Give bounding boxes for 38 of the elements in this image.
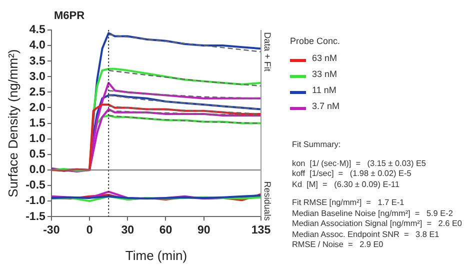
- y-tick-label: 1.0: [29, 133, 46, 146]
- x-axis-title: Time (min): [125, 248, 188, 263]
- y-axis-title: Surface Density (ng/mm²): [5, 49, 20, 198]
- y-tick-label: 3.0: [29, 70, 46, 83]
- x-tick-label: -30: [43, 224, 60, 237]
- text: Data + Fit: [262, 32, 273, 72]
- x-tick-label: 60: [159, 224, 172, 237]
- legend-label: 63 nM: [312, 53, 338, 63]
- y-tick-label: -1.0: [26, 195, 46, 208]
- legend-label: 33 nM: [312, 69, 338, 79]
- y-tick-label: 2.0: [29, 102, 46, 114]
- legend-label: 11 nM: [312, 85, 336, 95]
- text: Kd [M] = (6.30 ± 0.09) E-11: [292, 180, 400, 190]
- text: RMSE / Noise = 2.9 E0: [292, 240, 384, 250]
- y-tick-label: 4.0: [29, 40, 46, 52]
- y-tick-label: 4.5: [29, 24, 46, 36]
- legend-title: Probe Conc.: [290, 36, 340, 46]
- text: Median Baseline Noise [ng/mm²] = 5.9 E-2: [292, 208, 454, 219]
- text: Fit RMSE [ng/mm²] = 1.7 E-1: [292, 198, 406, 208]
- x-tick-label: 0: [86, 224, 93, 237]
- y-tick-label: 0.5: [29, 148, 46, 161]
- x-tick-label: 30: [121, 224, 134, 237]
- text: Median Association Signal [ng/mm²] = 2.6 E0: [292, 219, 462, 230]
- text: Fit Summary:: [292, 140, 342, 150]
- y-tick-label: 1.5: [29, 117, 46, 130]
- chart-title: M6PR: [54, 10, 85, 22]
- x-tick-label: 90: [197, 224, 210, 237]
- y-tick-label: 3.5: [29, 55, 46, 68]
- legend-label: 3.7 nM: [312, 101, 340, 111]
- y-tick-label: -0.5: [26, 180, 46, 192]
- text: Median Assoc. Endpoint SNR = 3.8 E1: [292, 230, 440, 240]
- y-tick-label: 2.5: [29, 86, 46, 98]
- y-tick-label: 0.0: [29, 164, 46, 176]
- text: kon [1/ (sec·M)] = (3.15 ± 0.03) E5: [292, 158, 427, 169]
- y-tick-label: -1.5: [26, 210, 46, 223]
- text: koff [1/sec] = (1.98 ± 0.02) E-5: [292, 169, 412, 180]
- text: Residuals: [262, 181, 273, 222]
- x-tick-label: 135: [251, 224, 272, 237]
